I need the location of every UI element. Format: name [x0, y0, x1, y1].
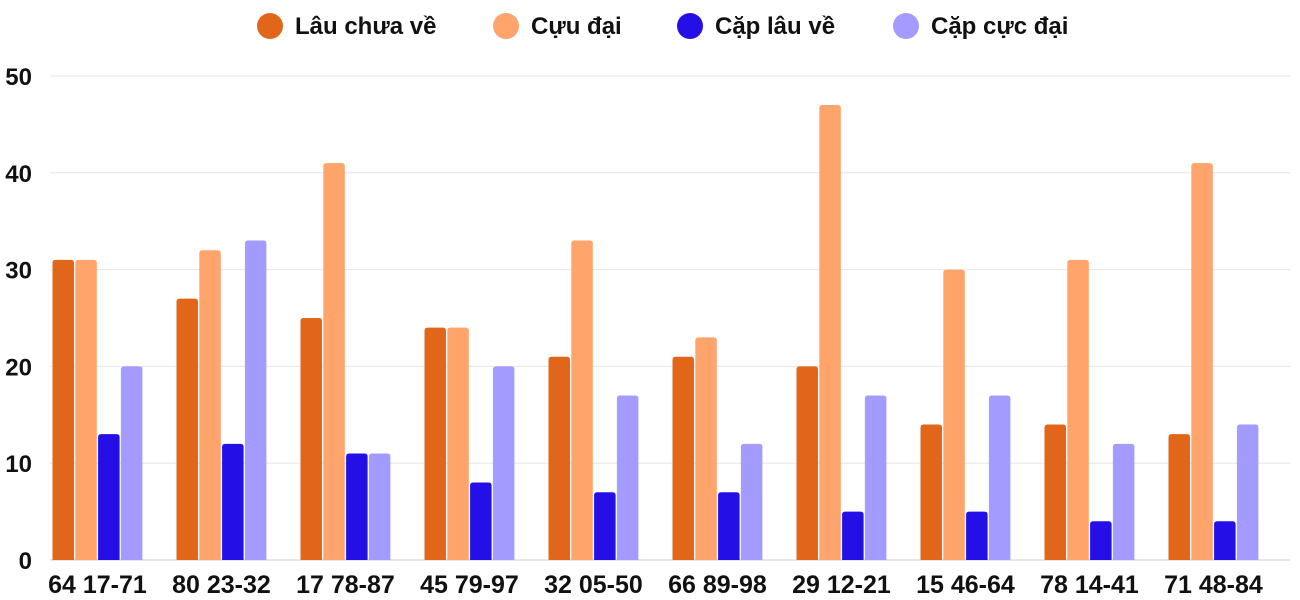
legend-marker-icon — [677, 13, 703, 39]
bar-series-2-cat-8 — [943, 269, 965, 560]
bar-series-3-cat-3 — [346, 453, 368, 560]
legend-label: Cặp cực đại — [931, 13, 1068, 40]
legend-label: Cựu đại — [531, 13, 622, 40]
bar-series-3-cat-6 — [718, 492, 740, 560]
x-tick-label: 29 12-21 — [792, 571, 891, 599]
bar-series-3-cat-10 — [1214, 521, 1236, 560]
legend-label: Lâu chưa về — [295, 13, 436, 40]
bar-series-3-cat-8 — [966, 511, 988, 560]
bar-series-4-cat-5 — [616, 395, 639, 560]
bar-series-4-cat-1 — [120, 366, 143, 560]
bar-series-1-cat-8 — [920, 424, 942, 560]
legend-item-2: Cựu đại — [493, 13, 622, 40]
bar-series-1-cat-3 — [300, 318, 322, 560]
bar-series-3-cat-5 — [594, 492, 616, 560]
bar-series-4-cat-9 — [1112, 443, 1135, 560]
bar-series-1-cat-7 — [796, 366, 818, 560]
x-tick-label: 66 89-98 — [668, 571, 767, 599]
bar-series-1-cat-1 — [52, 259, 74, 560]
bar-series-1-cat-9 — [1044, 424, 1066, 560]
bar-series-2-cat-9 — [1067, 259, 1089, 560]
legend-item-3: Cặp lâu về — [677, 13, 835, 40]
y-tick-label: 30 — [5, 258, 32, 285]
bar-series-2-cat-5 — [571, 240, 593, 560]
bar-series-4-cat-7 — [864, 395, 887, 560]
bar-series-4-cat-10 — [1236, 424, 1259, 560]
bar-series-1-cat-10 — [1168, 434, 1190, 560]
x-tick-label: 80 23-32 — [172, 571, 271, 599]
bar-series-4-cat-8 — [988, 395, 1011, 560]
bar-series-2-cat-2 — [199, 250, 221, 561]
bar-series-2-cat-6 — [695, 337, 717, 560]
bar-series-4-cat-3 — [368, 453, 391, 560]
bar-series-2-cat-1 — [75, 259, 97, 560]
x-tick-label: 32 05-50 — [544, 571, 643, 599]
y-tick-label: 40 — [5, 161, 32, 188]
bar-series-1-cat-4 — [424, 327, 446, 560]
bar-series-4-cat-2 — [244, 240, 267, 560]
x-tick-label: 64 17-71 — [48, 571, 147, 599]
bar-series-2-cat-10 — [1191, 163, 1213, 560]
bar-series-2-cat-4 — [447, 327, 469, 560]
bar-series-1-cat-2 — [176, 298, 198, 560]
bars — [52, 105, 1259, 561]
bar-series-4-cat-6 — [740, 443, 763, 560]
bar-series-2-cat-3 — [323, 163, 345, 560]
x-axis-ticks: 64 17-71 80 23-32 17 78-87 45 79-97 32 05-50… — [48, 571, 1263, 599]
bar-series-3-cat-1 — [98, 434, 120, 560]
legend: Lâu chưa về Cựu đại Cặp lâu về Cặp cực đại — [257, 13, 1068, 40]
legend-marker-icon — [893, 13, 919, 39]
x-tick-label: 15 46-64 — [916, 571, 1015, 599]
legend-marker-icon — [493, 13, 519, 39]
legend-item-4: Cặp cực đại — [893, 13, 1068, 40]
legend-marker-icon — [257, 13, 283, 39]
x-tick-label: 45 79-97 — [420, 571, 519, 599]
bar-series-1-cat-5 — [548, 356, 570, 560]
x-tick-label: 71 48-84 — [1164, 571, 1263, 599]
bar-series-3-cat-2 — [222, 443, 244, 560]
bar-series-4-cat-4 — [492, 366, 515, 560]
legend-label: Cặp lâu về — [715, 13, 835, 40]
y-axis-ticks: 0 10 20 30 40 50 — [5, 64, 32, 575]
x-tick-label: 78 14-41 — [1040, 571, 1139, 599]
bar-series-3-cat-4 — [470, 482, 492, 560]
legend-item-1: Lâu chưa về — [257, 13, 436, 40]
y-tick-label: 10 — [5, 451, 32, 478]
bar-series-2-cat-7 — [819, 105, 841, 560]
y-tick-label: 20 — [5, 354, 32, 381]
x-tick-label: 17 78-87 — [296, 571, 395, 599]
y-tick-label: 0 — [19, 548, 32, 575]
y-tick-label: 50 — [5, 64, 32, 91]
bar-series-1-cat-6 — [672, 356, 694, 560]
bar-series-3-cat-9 — [1090, 521, 1112, 560]
bar-series-3-cat-7 — [842, 511, 864, 560]
